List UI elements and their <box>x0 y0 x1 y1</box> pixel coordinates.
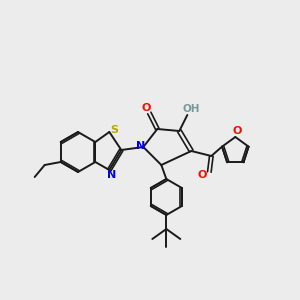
Text: O: O <box>198 170 207 180</box>
Text: OH: OH <box>183 104 200 114</box>
Text: S: S <box>110 125 118 135</box>
Text: N: N <box>136 141 145 151</box>
Text: O: O <box>232 126 242 136</box>
Text: O: O <box>142 103 151 113</box>
Text: N: N <box>107 170 116 180</box>
